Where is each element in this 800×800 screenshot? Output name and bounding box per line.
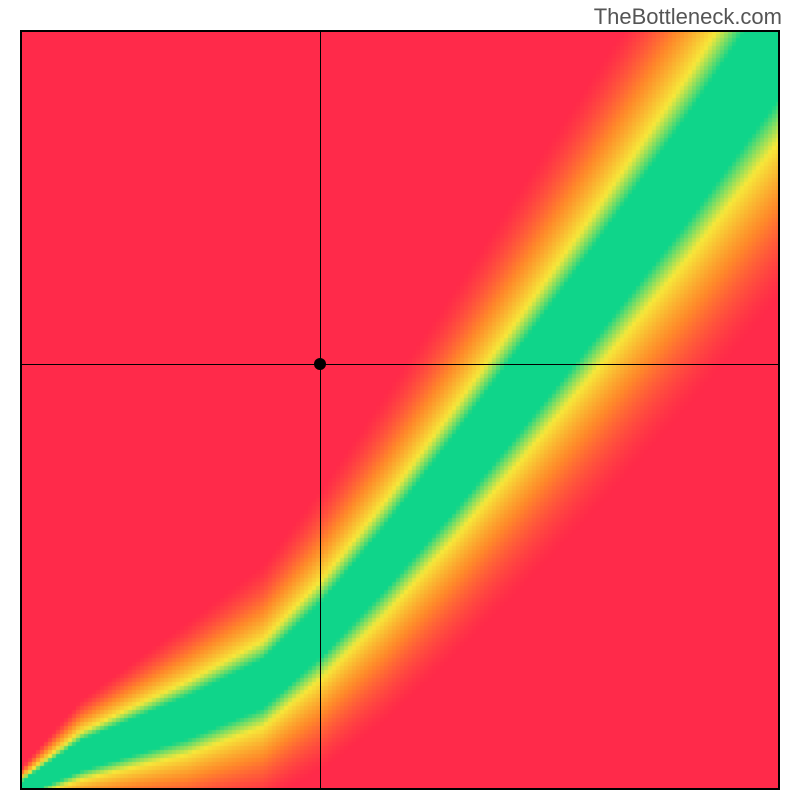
marker-dot <box>314 358 326 370</box>
chart-container: TheBottleneck.com <box>0 0 800 800</box>
watermark-text: TheBottleneck.com <box>594 4 782 30</box>
crosshair-horizontal <box>20 364 780 365</box>
crosshair-vertical <box>320 30 321 790</box>
heatmap-canvas <box>20 30 780 790</box>
